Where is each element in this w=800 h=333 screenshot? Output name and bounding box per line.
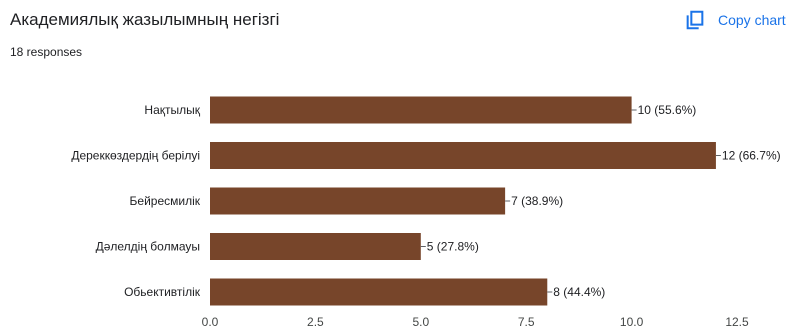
x-tick-label: 0.0 [202, 315, 219, 329]
category-label: Нақтылық [144, 103, 200, 117]
data-label: 5 (27.8%) [427, 240, 479, 254]
bar[interactable] [210, 278, 548, 306]
category-label: Бейресмилік [130, 194, 201, 208]
category-label: Дәлелдің болмауы [96, 240, 200, 254]
copy-icon [686, 10, 704, 30]
data-label: 12 (66.7%) [722, 149, 781, 163]
x-tick-label: 2.5 [307, 315, 324, 329]
data-label: 10 (55.6%) [638, 103, 697, 117]
x-tick-label: 12.5 [725, 315, 749, 329]
bar[interactable] [210, 233, 421, 260]
category-label: Дереккөздердің берілуі [71, 149, 200, 163]
category-label: Обьективтілік [124, 285, 201, 299]
x-tick-label: 7.5 [518, 315, 535, 329]
bar[interactable] [210, 96, 632, 124]
bar[interactable] [210, 142, 716, 169]
bar[interactable] [210, 187, 506, 215]
chart-title: Академиялық жазылымның негізгі [10, 10, 280, 29]
data-label: 8 (44.4%) [553, 285, 605, 299]
data-label: 7 (38.9%) [511, 194, 563, 208]
copy-chart-button[interactable]: Copy chart [684, 8, 786, 32]
response-count: 18 responses [10, 45, 83, 59]
copy-chart-label: Copy chart [718, 12, 786, 28]
x-tick-label: 10.0 [620, 315, 644, 329]
x-tick-label: 5.0 [412, 315, 429, 329]
